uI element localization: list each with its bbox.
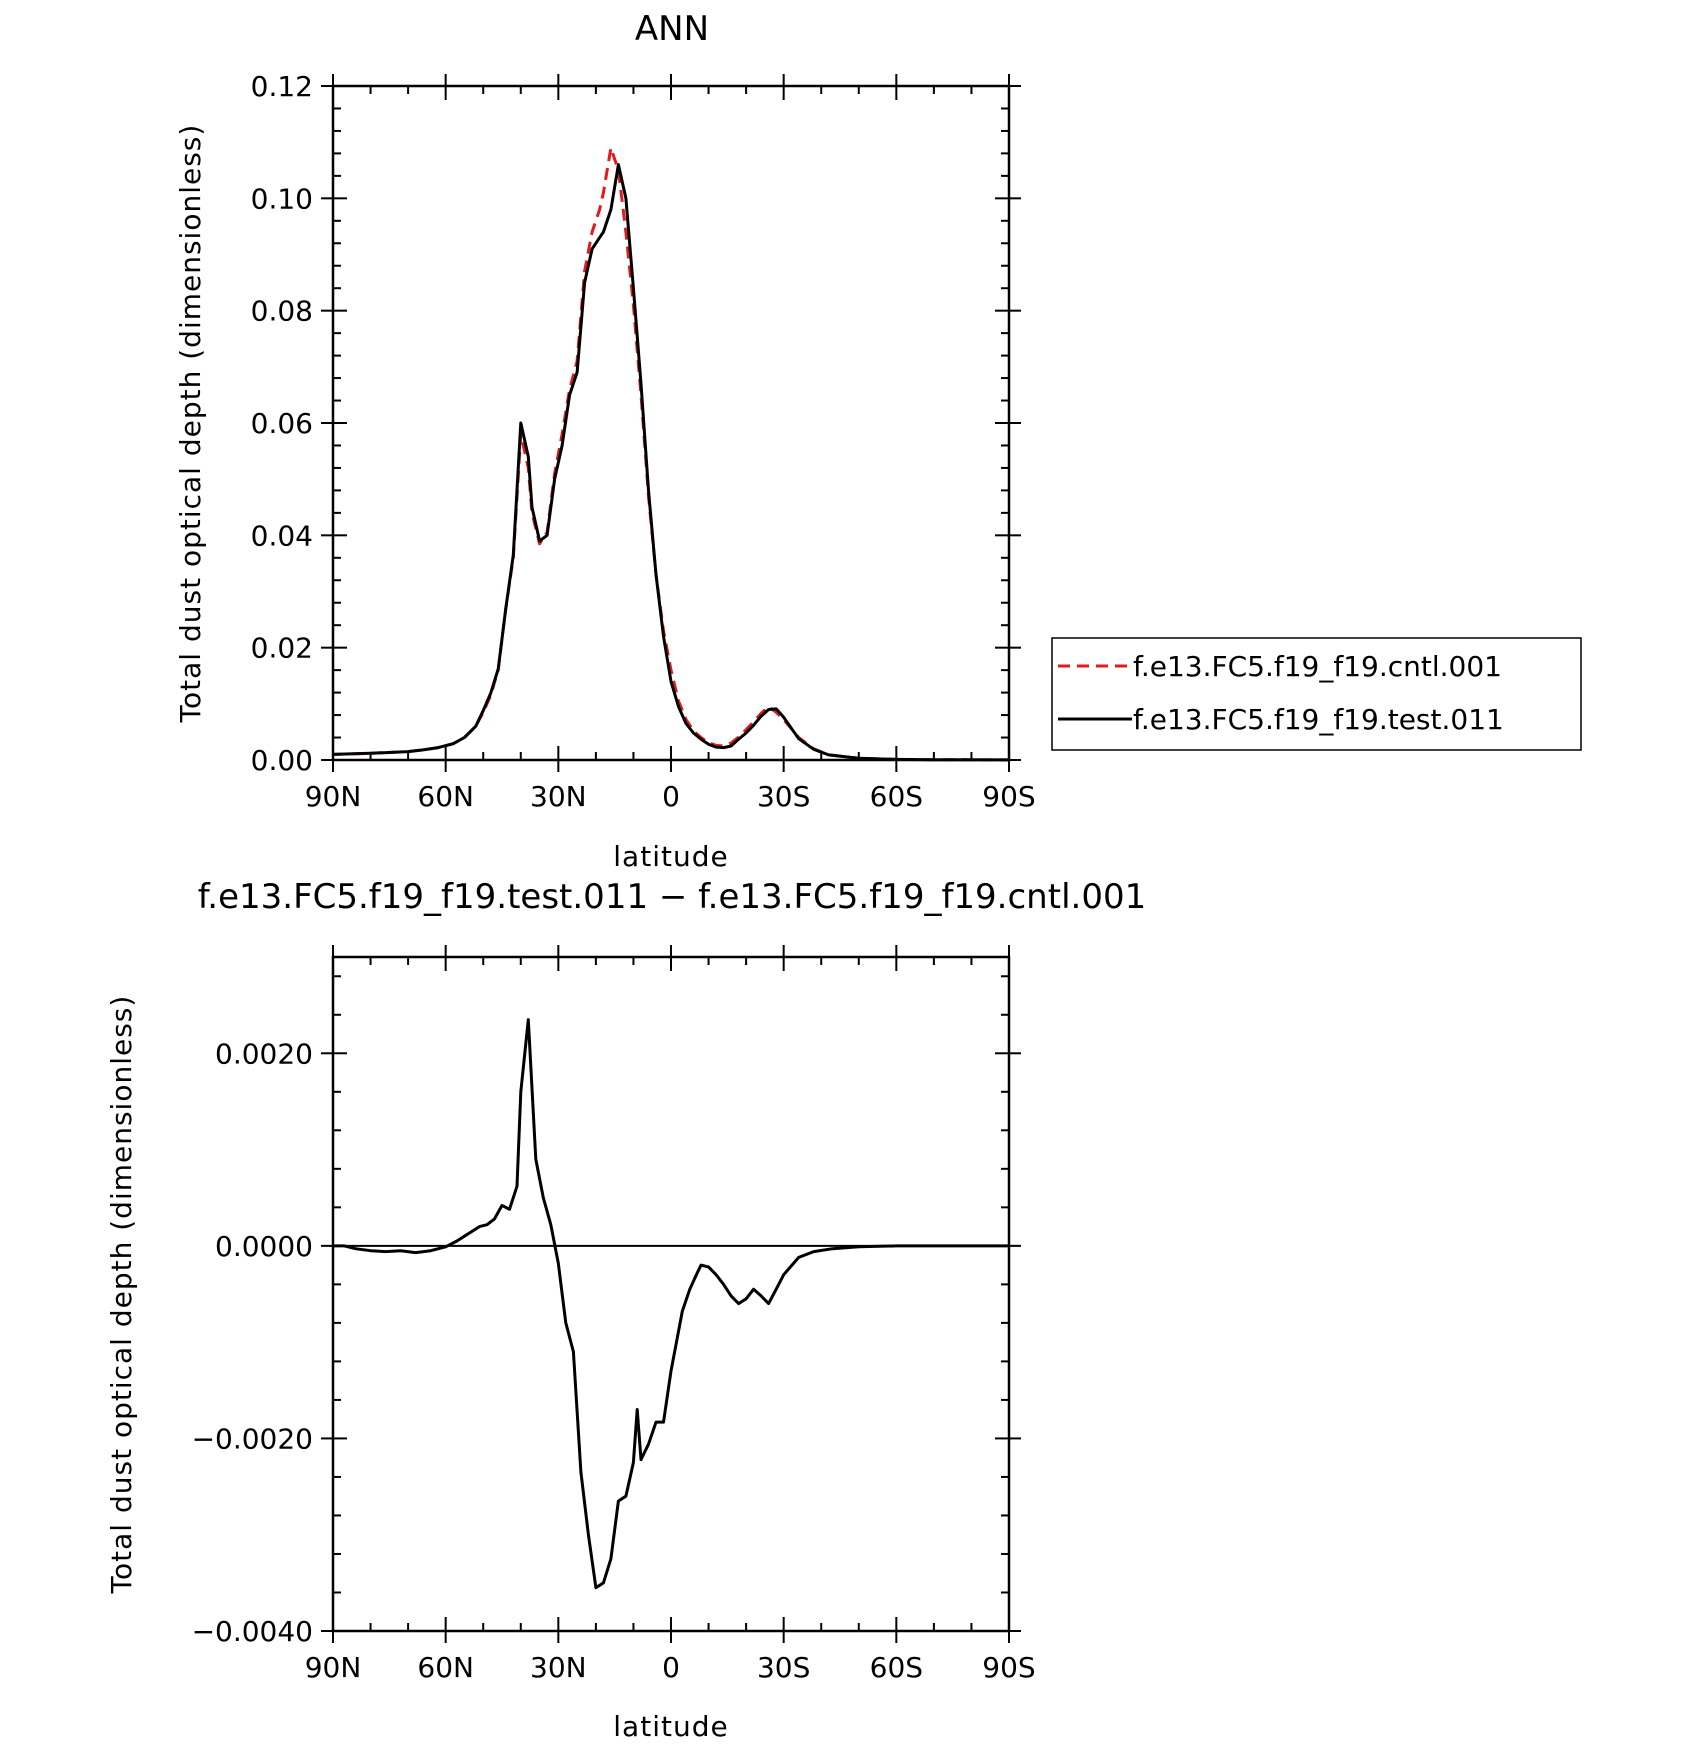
top-y-tick-label: 0.10 bbox=[251, 182, 313, 215]
top-series-line-cntl bbox=[332, 146, 1010, 762]
top-x-tick-label: 60S bbox=[870, 780, 923, 813]
top-chart-title: ANN bbox=[635, 9, 709, 49]
bottom-chart-ticks: 90N 60N 30N 0 30S 60S 90S −0.0040 −0.0020 0.0000 0… bbox=[192, 945, 1036, 1684]
top-chart-ylabel: Total dust optical depth (dimensionless) bbox=[174, 124, 207, 724]
top-chart-ticks: 90N 60N 30N 0 30S 60S 90S 0.00 0.02 0.04 0.06 0.08 0… bbox=[251, 70, 1036, 813]
top-x-tick-label: 30N bbox=[530, 780, 587, 813]
bottom-series-line-test bbox=[333, 1018, 1009, 1590]
bottom-x-tick-label: 60N bbox=[417, 1651, 474, 1684]
top-x-tick-label: 30S bbox=[757, 780, 810, 813]
bottom-chart-series-layer bbox=[333, 1018, 1009, 1590]
top-x-tick-label: 90N bbox=[305, 780, 362, 813]
legend-label-cntl: f.e13.FC5.f19_f19.cntl.001 bbox=[1133, 650, 1502, 683]
top-chart-panel: ANN 90N 60N 30N 0 30S 60S 90S 0.00 0.02 0.04 0.06 0… bbox=[174, 9, 1582, 873]
top-y-tick-label: 0.02 bbox=[251, 632, 313, 665]
bottom-x-tick-label: 90N bbox=[305, 1651, 362, 1684]
top-y-tick-label: 0.06 bbox=[251, 407, 313, 440]
bottom-y-tick-label: −0.0040 bbox=[192, 1615, 313, 1648]
top-x-tick-label: 0 bbox=[662, 780, 680, 813]
bottom-x-tick-label: 90S bbox=[982, 1651, 1035, 1684]
top-y-tick-label: 0.12 bbox=[251, 70, 313, 103]
top-chart-series-layer bbox=[332, 146, 1010, 762]
bottom-chart-frame bbox=[331, 955, 1011, 1633]
bottom-x-tick-label: 0 bbox=[662, 1651, 680, 1684]
top-x-tick-label: 90S bbox=[982, 780, 1035, 813]
bottom-x-tick-label: 30N bbox=[530, 1651, 587, 1684]
top-x-tick-label: 60N bbox=[417, 780, 474, 813]
top-chart-legend: f.e13.FC5.f19_f19.cntl.001 f.e13.FC5.f19… bbox=[1051, 637, 1582, 751]
bottom-y-tick-label: 0.0020 bbox=[215, 1037, 313, 1070]
bottom-chart-title: f.e13.FC5.f19_f19.test.011 − f.e13.FC5.f… bbox=[198, 877, 1146, 917]
bottom-chart-ylabel: Total dust optical depth (dimensionless) bbox=[105, 995, 138, 1595]
bottom-y-tick-label: −0.0020 bbox=[192, 1422, 313, 1455]
bottom-chart-xlabel: latitude bbox=[613, 1710, 728, 1743]
bottom-x-tick-label: 30S bbox=[757, 1651, 810, 1684]
top-chart-xlabel: latitude bbox=[613, 840, 728, 873]
top-y-tick-label: 0.04 bbox=[251, 519, 313, 552]
legend-label-test: f.e13.FC5.f19_f19.test.011 bbox=[1133, 703, 1504, 736]
bottom-y-tick-label: 0.0000 bbox=[215, 1230, 313, 1263]
legend-box bbox=[1051, 637, 1582, 751]
top-series-line-test bbox=[332, 163, 1010, 762]
bottom-chart-panel: f.e13.FC5.f19_f19.test.011 − f.e13.FC5.f… bbox=[105, 877, 1146, 1743]
bottom-x-tick-label: 60S bbox=[870, 1651, 923, 1684]
top-y-tick-label: 0.00 bbox=[251, 744, 313, 777]
top-y-tick-label: 0.08 bbox=[251, 295, 313, 328]
top-chart-frame bbox=[331, 84, 1011, 762]
